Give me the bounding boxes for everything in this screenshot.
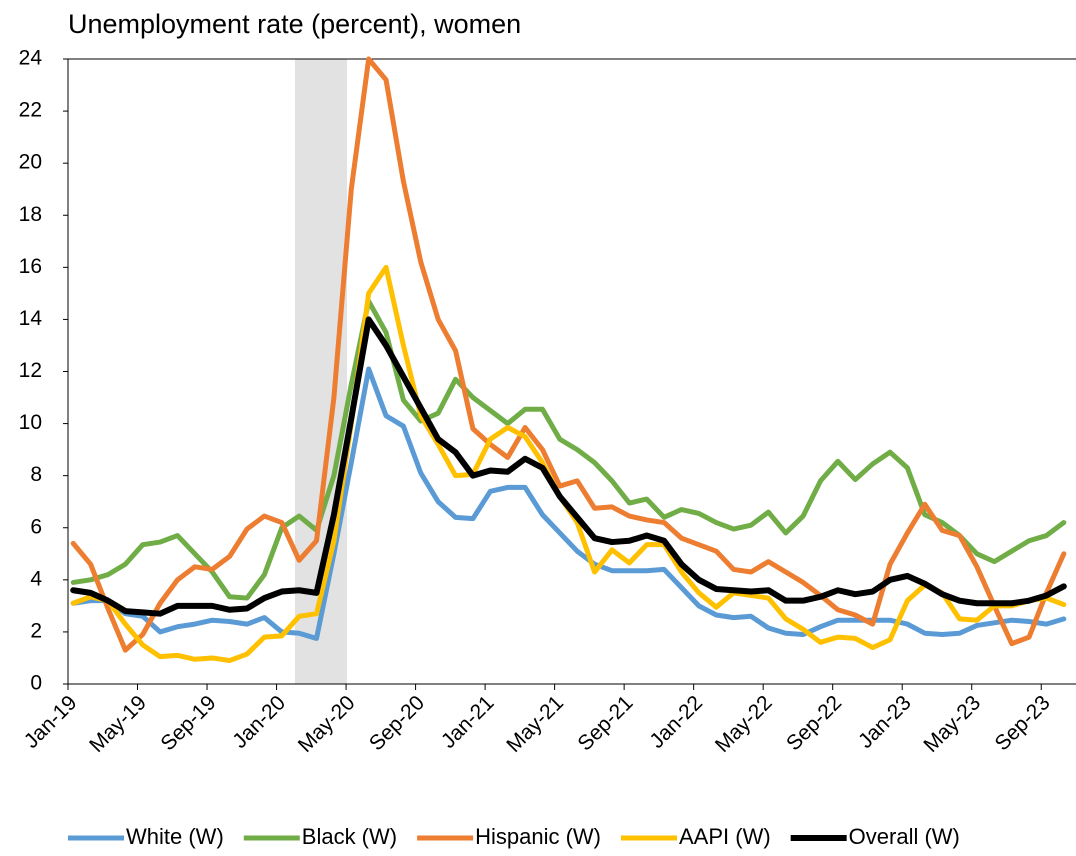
y-tick-label: 14 [19,307,43,330]
y-tick-label: 20 [19,151,42,174]
legend: White (W) Black (W) Hispanic (W) AAPI (W) Ov… [68,824,960,849]
legend-label: AAPI (W) [679,824,771,849]
series-line [70,316,1067,617]
legend-label: Overall (W) [849,824,960,849]
y-tick-label: 2 [30,619,42,642]
y-tick-label: 4 [30,567,42,590]
y-tick-label: 10 [19,411,42,434]
y-tick-label: 8 [30,463,42,486]
series-line [70,298,1067,601]
series-line [70,56,1067,653]
y-tick-label: 0 [30,672,42,695]
y-tick-label: 18 [19,203,42,226]
y-tick-label: 12 [19,359,42,382]
y-tick-label: 6 [30,515,42,538]
chart-title: Unemployment rate (percent), women [68,9,521,39]
legend-label: Black (W) [302,824,397,849]
y-tick-label: 16 [19,255,42,278]
legend-label: Hispanic (W) [475,824,601,849]
legend-label: White (W) [126,824,224,849]
y-tick-label: 24 [19,47,43,70]
plot-lines [70,56,1067,664]
y-tick-label: 22 [19,99,42,122]
